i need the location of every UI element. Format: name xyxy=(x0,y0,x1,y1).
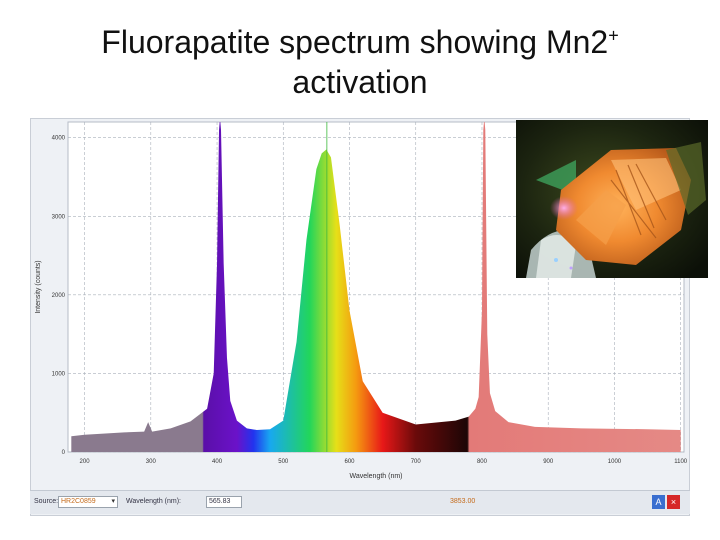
title-line-2: activation xyxy=(292,64,428,100)
mineral-photo xyxy=(516,120,708,278)
y-axis-label: Intensity (counts) xyxy=(35,260,42,313)
close-icon[interactable]: × xyxy=(667,495,680,509)
y-tick-label: 1000 xyxy=(52,371,66,377)
x-tick-label: 200 xyxy=(80,459,91,465)
wavelength-label: Wavelength (nm): xyxy=(126,498,181,505)
y-tick-label: 3000 xyxy=(52,214,66,220)
x-tick-labels: 200 300 400 500 600 700 800 900 1000 1100 xyxy=(80,459,688,465)
x-tick-label: 400 xyxy=(212,459,223,465)
wavelength-value: 565.83 xyxy=(209,498,231,505)
x-tick-label: 1000 xyxy=(608,459,622,465)
intensity-readout: 3853.00 xyxy=(450,498,476,505)
y-tick-label: 2000 xyxy=(52,293,66,299)
x-axis-label: Wavelength (nm) xyxy=(349,473,402,480)
y-tick-labels: 0 1000 2000 3000 4000 xyxy=(52,136,66,456)
status-bar: Source: HR2C0859 ▾ Wavelength (nm): 565.… xyxy=(30,490,690,514)
x-tick-label: 700 xyxy=(411,459,422,465)
source-value: HR2C0859 xyxy=(61,498,96,505)
slide-title: Fluorapatite spectrum showing Mn2+ activ… xyxy=(0,22,720,102)
source-select[interactable]: HR2C0859 ▾ xyxy=(58,496,118,508)
x-tick-label: 600 xyxy=(344,459,355,465)
x-tick-label: 900 xyxy=(543,459,554,465)
x-tick-label: 500 xyxy=(278,459,289,465)
title-line-1: Fluorapatite spectrum showing Mn2+ xyxy=(101,24,619,60)
wavelength-input[interactable]: 565.83 xyxy=(206,496,242,508)
source-label: Source: xyxy=(34,498,59,505)
x-tick-label: 800 xyxy=(477,459,488,465)
spectrum-area xyxy=(71,122,681,452)
y-tick-label: 4000 xyxy=(52,136,66,142)
x-tick-label: 1100 xyxy=(674,459,688,465)
chart-mode-icon[interactable]: A xyxy=(652,495,665,509)
chevron-down-icon: ▾ xyxy=(111,498,115,505)
y-tick-label: 0 xyxy=(62,450,66,456)
x-tick-label: 300 xyxy=(146,459,157,465)
